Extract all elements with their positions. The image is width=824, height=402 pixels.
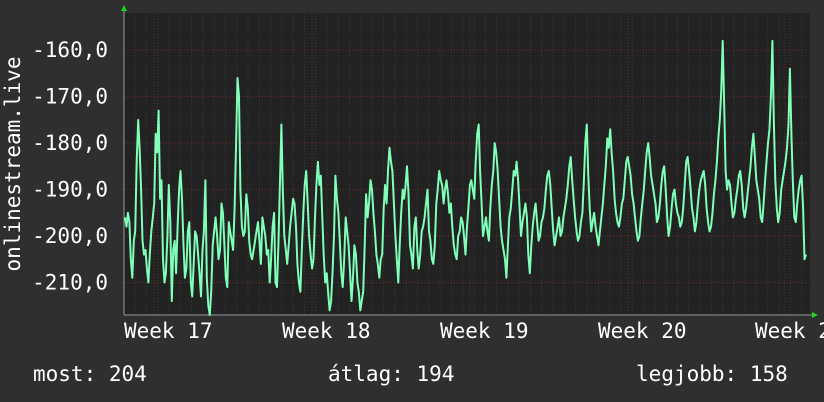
y-tick-label: -210,0 [32, 270, 108, 294]
x-tick-label: Week 19 [440, 319, 529, 343]
y-tick-label: -190,0 [32, 178, 108, 202]
series-group [124, 39, 807, 316]
axes [121, 5, 818, 318]
x-tick-labels: Week 17 Week 18 Week 19 Week 20 Week 2 [124, 319, 824, 343]
x-tick-label: Week 18 [282, 319, 371, 343]
y-axis-arrow [121, 5, 127, 11]
x-tick-label: Week 20 [598, 319, 687, 343]
x-tick-label: Week 17 [124, 319, 213, 343]
current-value: 204 [108, 362, 147, 386]
best-label: legjobb: [636, 362, 738, 386]
best-value: 158 [749, 362, 788, 386]
y-tick-label: -200,0 [32, 224, 108, 248]
average-stat: átlag: 194 [328, 362, 454, 386]
current-label: most: [33, 362, 97, 386]
plot-background [124, 13, 810, 315]
y-tick-label: -170,0 [32, 85, 108, 109]
best-stat: legjobb: 158 [636, 362, 788, 386]
x-axis-arrow [812, 312, 818, 318]
y-tick-labels: -160,0 -170,0 -180,0 -190,0 -200,0 -210,0 [32, 38, 108, 294]
current-stat: most: 204 [33, 362, 147, 386]
y-tick-label: -160,0 [32, 38, 108, 62]
series-line [124, 39, 807, 316]
average-value: 194 [416, 362, 455, 386]
y-axis-label: onlinestream.live [1, 57, 25, 272]
y-tick-label: -180,0 [32, 131, 108, 155]
average-label: átlag: [328, 362, 404, 386]
x-tick-label: Week 2 [755, 319, 824, 343]
